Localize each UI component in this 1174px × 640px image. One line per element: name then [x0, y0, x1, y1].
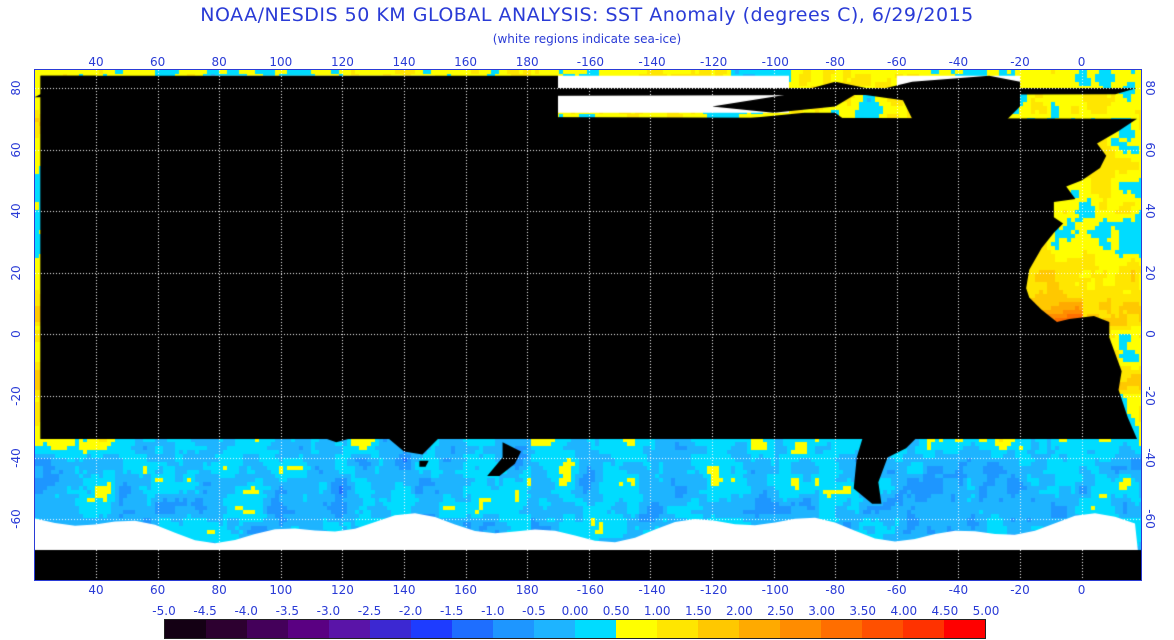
bottom-lon-tick: 40 [88, 583, 104, 597]
legend-label: -2.5 [357, 604, 382, 618]
bottom-lon-tick: 140 [392, 583, 416, 597]
legend-swatch [944, 620, 985, 638]
legend-swatch [288, 620, 329, 638]
right-lat-tick: 60 [1143, 141, 1157, 158]
legend-swatch [534, 620, 575, 638]
top-lon-tick: 160 [454, 55, 478, 69]
top-lon-tick: -120 [700, 55, 728, 69]
left-lat-tick: 20 [9, 265, 23, 281]
top-lon-tick: 60 [149, 55, 166, 69]
legend-swatch [780, 620, 821, 638]
top-lon-tick: -40 [948, 55, 969, 69]
legend-swatch [862, 620, 903, 638]
legend-swatch [165, 620, 206, 638]
page-subtitle: (white regions indicate sea-ice) [492, 32, 682, 46]
legend-swatch [698, 620, 739, 638]
bottom-lon-tick: -120 [700, 583, 728, 597]
legend-label: 4.50 [931, 604, 959, 618]
bottom-lon-tick: 0 [1077, 583, 1086, 597]
right-lat-tick: 0 [1143, 330, 1157, 339]
legend-label: 3.00 [808, 604, 835, 618]
legend-label: -3.5 [275, 604, 300, 618]
legend-swatch [575, 620, 616, 638]
top-lon-tick: -20 [1010, 55, 1030, 69]
legend-label: -1.0 [481, 604, 505, 618]
legend-swatch [370, 620, 411, 638]
legend-swatch [739, 620, 780, 638]
legend-swatch [821, 620, 862, 638]
legend-label: 5.00 [972, 604, 1000, 618]
legend-swatch [657, 620, 698, 638]
legend-label: 0.50 [602, 604, 630, 618]
right-lat-tick: 20 [1143, 265, 1157, 281]
legend-label: -3.0 [316, 604, 341, 618]
legend-swatch [247, 620, 288, 638]
top-lon-tick: 120 [330, 55, 354, 69]
bottom-lon-tick: 160 [454, 583, 478, 597]
color-legend [164, 619, 986, 639]
top-lon-tick: 180 [515, 55, 539, 69]
legend-label: 1.00 [643, 604, 671, 618]
top-lon-tick: 40 [88, 55, 104, 69]
legend-label: 4.00 [890, 604, 918, 618]
legend-label: -4.5 [193, 604, 217, 618]
legend-label: -2.0 [398, 604, 423, 618]
left-lat-tick: 40 [9, 203, 23, 219]
top-lon-tick: 0 [1077, 55, 1086, 69]
bottom-lon-tick: -160 [576, 583, 605, 597]
legend-label: 1.50 [684, 604, 712, 618]
top-lon-tick: 140 [392, 55, 416, 69]
bottom-lon-tick: 120 [330, 583, 354, 597]
bottom-lon-tick: 180 [515, 583, 539, 597]
legend-label: -0.5 [522, 604, 546, 618]
top-lon-tick: -160 [576, 55, 605, 69]
right-lat-tick: -60 [1143, 509, 1157, 529]
left-lat-tick: 80 [9, 80, 23, 96]
bottom-lon-tick: -100 [761, 583, 789, 597]
sst-anomaly-map [34, 69, 1142, 581]
legend-swatch [616, 620, 657, 638]
top-lon-tick: -140 [638, 55, 666, 69]
legend-label: 3.50 [849, 604, 877, 618]
bottom-lon-tick: -20 [1010, 583, 1030, 597]
legend-swatch [903, 620, 944, 638]
right-lat-tick: -40 [1143, 447, 1157, 468]
left-lat-tick: 0 [9, 330, 23, 339]
left-lat-tick: -20 [9, 386, 23, 406]
left-lat-tick: 60 [9, 141, 23, 158]
legend-labels: -5.0 -4.5 -4.0 -3.5 -3.0 -2.5 -2.0 -1.5 -1.0 -0.5… [0, 604, 1174, 618]
legend-swatch [329, 620, 370, 638]
bottom-lon-tick: -60 [886, 583, 907, 597]
bottom-lon-tick: -140 [638, 583, 666, 597]
legend-swatch [493, 620, 534, 638]
legend-label: 0.00 [561, 604, 589, 618]
legend-swatch [452, 620, 493, 638]
right-lat-tick: 40 [1143, 203, 1157, 219]
top-lon-tick: -60 [886, 55, 907, 69]
legend-swatch [411, 620, 452, 638]
bottom-lon-tick: 100 [269, 583, 293, 597]
left-lat-tick: -60 [9, 509, 23, 529]
top-lon-tick: -100 [761, 55, 789, 69]
bottom-lon-tick: 60 [149, 583, 166, 597]
bottom-lon-tick: -80 [825, 583, 845, 597]
legend-label: -4.0 [234, 604, 258, 618]
legend-swatch [206, 620, 247, 638]
bottom-lon-tick: 80 [211, 583, 227, 597]
bottom-lon-tick: -40 [948, 583, 969, 597]
right-lat-tick: -20 [1143, 386, 1157, 406]
top-lon-tick: 80 [211, 55, 227, 69]
legend-label: 2.50 [767, 604, 794, 618]
legend-label: 2.00 [726, 604, 753, 618]
legend-label: -1.5 [439, 604, 464, 618]
right-lat-tick: 80 [1143, 80, 1157, 96]
top-lon-tick: -80 [825, 55, 845, 69]
page-title: NOAA/NESDIS 50 KM GLOBAL ANALYSIS: SST A… [200, 4, 974, 26]
top-lon-tick: 100 [269, 55, 293, 69]
left-lat-tick: -40 [9, 447, 23, 468]
sst-anomaly-raster [35, 70, 1141, 580]
legend-label: -5.0 [152, 604, 176, 618]
